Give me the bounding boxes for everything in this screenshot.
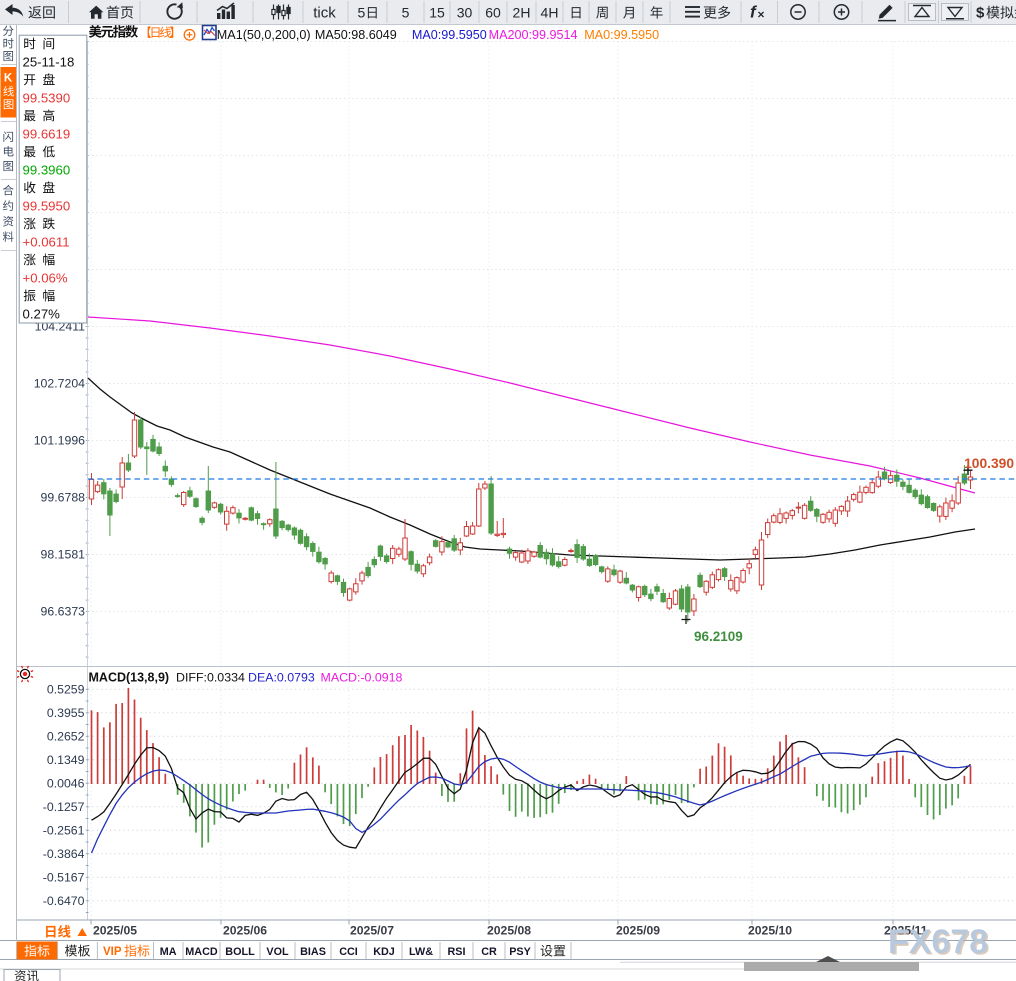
svg-text:LW&: LW& — [409, 946, 433, 958]
svg-text:2025/11: 2025/11 — [884, 924, 928, 938]
svg-text:99.5950: 99.5950 — [23, 198, 71, 213]
svg-text:MA0:99.5950: MA0:99.5950 — [412, 28, 487, 42]
svg-text:0.2652: 0.2652 — [47, 729, 85, 743]
svg-text:BOLL: BOLL — [225, 946, 255, 958]
svg-text:102.7204: 102.7204 — [34, 377, 85, 391]
svg-text:96.2109: 96.2109 — [694, 629, 743, 644]
svg-text:99.6619: 99.6619 — [23, 126, 71, 141]
svg-text:PSY: PSY — [509, 946, 531, 958]
svg-text:CCI: CCI — [339, 946, 358, 958]
svg-text:FX678: FX678 — [890, 925, 990, 963]
svg-text:-0.5167: -0.5167 — [43, 870, 85, 884]
svg-text:2025/09: 2025/09 — [616, 924, 660, 938]
svg-text:$: $ — [976, 5, 985, 22]
svg-text:98.1581: 98.1581 — [41, 548, 86, 562]
svg-text:2H: 2H — [513, 5, 531, 21]
svg-text:MA50:98.6049: MA50:98.6049 — [315, 28, 397, 42]
svg-text:KDJ: KDJ — [373, 946, 395, 958]
svg-text:5: 5 — [402, 5, 410, 21]
svg-text:-0.2561: -0.2561 — [43, 823, 85, 837]
svg-text:25-11-18: 25-11-18 — [23, 54, 75, 69]
svg-text:MACD:-0.0918: MACD:-0.0918 — [321, 671, 403, 685]
svg-text:4H: 4H — [541, 5, 559, 21]
svg-text:-0.1257: -0.1257 — [43, 800, 85, 814]
svg-text:30: 30 — [457, 5, 473, 21]
svg-text:VIP: VIP — [103, 946, 122, 958]
svg-text:+0.06%: +0.06% — [23, 270, 68, 285]
svg-text:MA1(50,0,200,0): MA1(50,0,200,0) — [217, 28, 311, 42]
svg-text:DEA:0.0793: DEA:0.0793 — [248, 671, 315, 685]
svg-text:f: f — [750, 3, 758, 22]
svg-text:0.27%: 0.27% — [23, 306, 61, 321]
svg-text:FX678: FX678 — [888, 923, 988, 961]
svg-text:100.390: 100.390 — [964, 456, 1014, 471]
svg-text:99.6788: 99.6788 — [41, 491, 86, 505]
svg-text:2025/06: 2025/06 — [223, 924, 267, 938]
svg-text:DIFF:0.0334: DIFF:0.0334 — [176, 671, 245, 685]
svg-text:K: K — [4, 73, 13, 85]
svg-text:-0.6470: -0.6470 — [43, 894, 85, 908]
svg-text:60: 60 — [485, 5, 501, 21]
svg-text:BIAS: BIAS — [300, 946, 326, 958]
svg-text:RSI: RSI — [448, 946, 466, 958]
svg-text:-0.3864: -0.3864 — [43, 847, 85, 861]
svg-text:2025/10: 2025/10 — [748, 924, 792, 938]
svg-text:5: 5 — [358, 5, 366, 21]
svg-text:101.1996: 101.1996 — [34, 434, 85, 448]
svg-text:×: × — [758, 8, 765, 22]
svg-text:15: 15 — [429, 5, 445, 21]
svg-text:MACD: MACD — [185, 946, 218, 958]
svg-text:2025/08: 2025/08 — [487, 924, 531, 938]
svg-text:MA: MA — [160, 946, 177, 958]
svg-text:2025/07: 2025/07 — [350, 924, 394, 938]
svg-text:+0.0611: +0.0611 — [23, 234, 70, 249]
svg-text:2025/05: 2025/05 — [93, 924, 137, 938]
svg-text:VOL: VOL — [266, 946, 289, 958]
svg-text:tick: tick — [313, 5, 336, 22]
svg-text:MACD(13,8,9): MACD(13,8,9) — [89, 671, 170, 685]
svg-text:0.5259: 0.5259 — [47, 682, 85, 696]
svg-text:96.6373: 96.6373 — [41, 605, 86, 619]
svg-text:0.1349: 0.1349 — [47, 753, 85, 767]
svg-text:0.0046: 0.0046 — [47, 776, 85, 790]
svg-text:MA200:99.9514: MA200:99.9514 — [489, 28, 578, 42]
svg-text:99.5390: 99.5390 — [23, 90, 71, 105]
svg-text:0.3955: 0.3955 — [47, 706, 85, 720]
svg-text:99.3960: 99.3960 — [23, 162, 71, 177]
svg-text:MA0:99.5950: MA0:99.5950 — [584, 28, 659, 42]
svg-text:CR: CR — [481, 946, 497, 958]
